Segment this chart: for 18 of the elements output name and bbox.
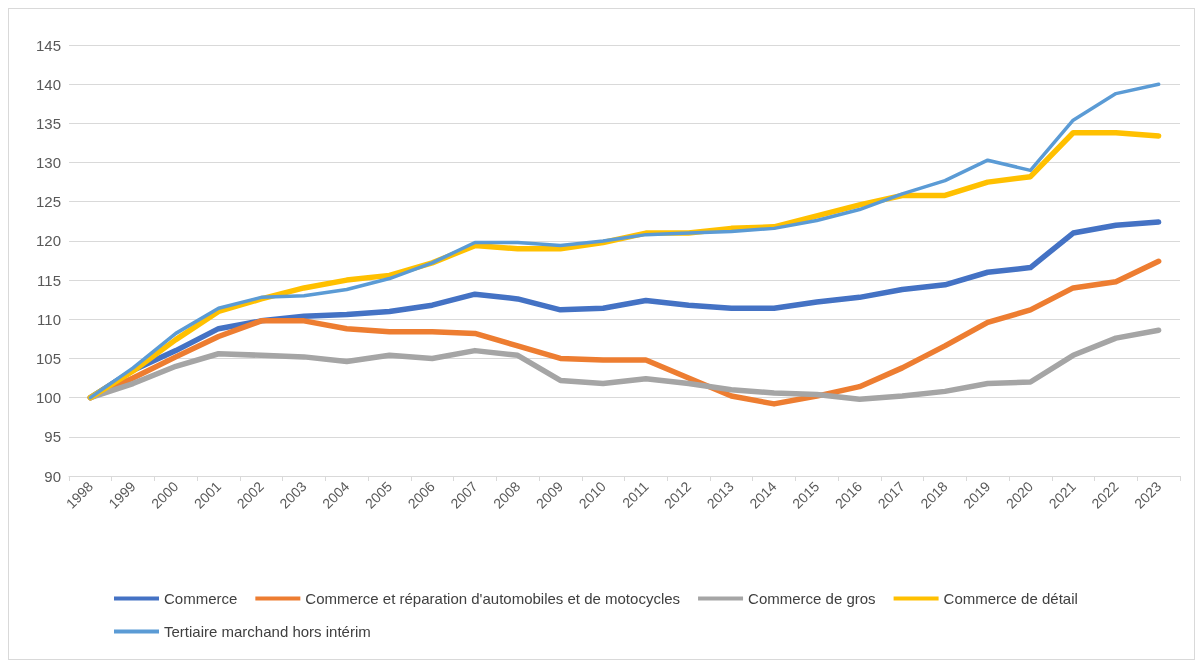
y-tick-label: 115	[37, 271, 61, 289]
line-series	[88, 82, 1161, 400]
y-tick-label: 130	[35, 154, 61, 172]
y-tick-label: 95	[44, 428, 61, 446]
y-tick-label: 100	[35, 389, 61, 407]
y-tick-label: 90	[44, 467, 61, 485]
y-tick-label: 120	[35, 232, 61, 250]
y-tick-label: 140	[35, 75, 61, 93]
legend-label: Commerce	[164, 590, 238, 607]
y-tick-label: 110	[37, 310, 61, 328]
y-tick-label: 135	[35, 114, 61, 132]
y-tick-label: 125	[35, 193, 61, 211]
legend-label: Tertiaire marchand hors intérim	[164, 623, 371, 640]
legend-label: Commerce et réparation d'automobiles et de motocycles	[305, 590, 681, 607]
legend-label: Commerce de détail	[943, 590, 1078, 607]
y-tick-label: 105	[35, 349, 61, 367]
legend-label: Commerce de gros	[748, 590, 876, 607]
y-tick-label: 145	[35, 36, 61, 54]
